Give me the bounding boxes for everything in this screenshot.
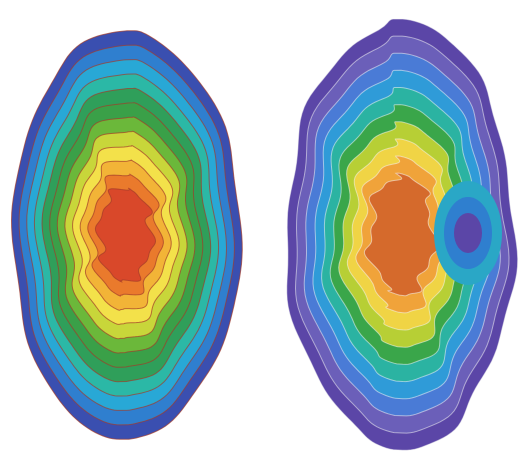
- right-contour-line-3: [303, 52, 501, 417]
- right-contour-line-10: [363, 172, 441, 297]
- right-core-ellipse-3: [454, 213, 482, 253]
- right-contour-line-8: [346, 138, 458, 331]
- left-contour-lines: [10, 30, 243, 440]
- right-contour-line-5: [321, 87, 484, 383]
- right-contour-line-1: [286, 18, 519, 451]
- right-contour-line-7: [338, 121, 467, 348]
- left-contour-line-7: [56, 116, 196, 354]
- left-contour-line-6: [49, 102, 204, 368]
- right-contour-line-9: [355, 155, 450, 314]
- right-core: [434, 181, 502, 285]
- right-contour-fills: [286, 19, 518, 451]
- left-contour-line-2: [18, 44, 235, 426]
- left-contour-line-3: [26, 59, 228, 411]
- left-contour-line-10: [79, 159, 172, 311]
- left-contour-line-1: [10, 30, 243, 440]
- right-contour-line-4: [312, 69, 493, 400]
- right-contour-lines: [286, 18, 519, 451]
- left-contour-line-5: [41, 87, 212, 383]
- left-contour-line-4: [33, 73, 220, 397]
- left-contour-line-12: [94, 187, 157, 283]
- left-contour-band-12: [95, 188, 156, 282]
- left-contour-line-9: [72, 145, 180, 325]
- left-contour-line-11: [87, 173, 164, 297]
- right-contour-line-6: [329, 104, 475, 365]
- right-contour-band-10: [364, 173, 440, 296]
- left-contour-line-8: [64, 130, 188, 340]
- right-contour-line-2: [294, 35, 510, 434]
